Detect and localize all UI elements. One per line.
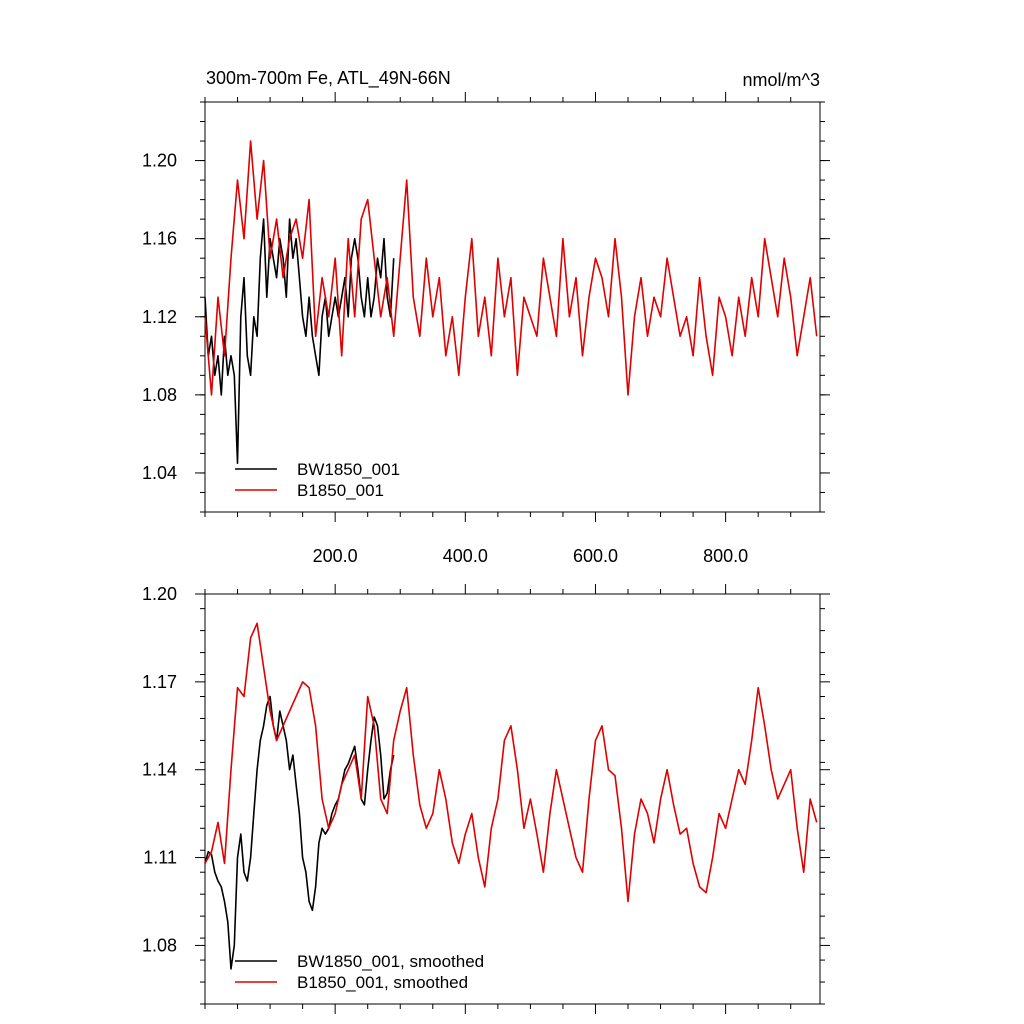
y-tick-label: 1.20 [142, 584, 177, 604]
x-tick-label: 800.0 [703, 546, 748, 566]
y-tick-label: 1.14 [142, 760, 177, 780]
units-label: nmol/m^3 [743, 70, 820, 90]
y-tick-label: 1.16 [142, 229, 177, 249]
y-tick-label: 1.04 [142, 463, 177, 483]
y-tick-label: 1.20 [142, 151, 177, 171]
legend-label: B1850_001 [297, 481, 384, 500]
series-line-1 [204, 140, 818, 396]
legend-label: BW1850_001 [297, 460, 400, 479]
series-line-1 [204, 622, 818, 903]
top-panel: 300m-700m Fe, ATL_49N-66N nmol/m^3 1.04 1… [142, 68, 830, 566]
y-tick-label: 1.08 [142, 385, 177, 405]
y-tick-label: 1.17 [142, 672, 177, 692]
y-tick-label: 1.12 [142, 307, 177, 327]
plot-frame [204, 593, 821, 1005]
legend-label: BW1850_001, smoothed [297, 952, 484, 971]
legend: BW1850_001 B1850_001 [235, 460, 400, 500]
y-tick-label: 1.11 [143, 848, 177, 868]
bottom-panel: 1.08 1.11 1.14 1.17 1.20 BW1850_001, smoothe… [142, 584, 830, 1014]
series-line-0 [204, 218, 395, 464]
y-tick-label: 1.08 [142, 935, 177, 955]
x-tick-label: 600.0 [573, 546, 618, 566]
legend: BW1850_001, smoothed B1850_001, smoothed [235, 952, 484, 992]
chart-title: 300m-700m Fe, ATL_49N-66N [206, 68, 451, 89]
series-line-0 [204, 695, 395, 970]
legend-label: B1850_001, smoothed [297, 973, 468, 992]
x-tick-label: 400.0 [443, 546, 488, 566]
x-tick-label: 200.0 [313, 546, 358, 566]
